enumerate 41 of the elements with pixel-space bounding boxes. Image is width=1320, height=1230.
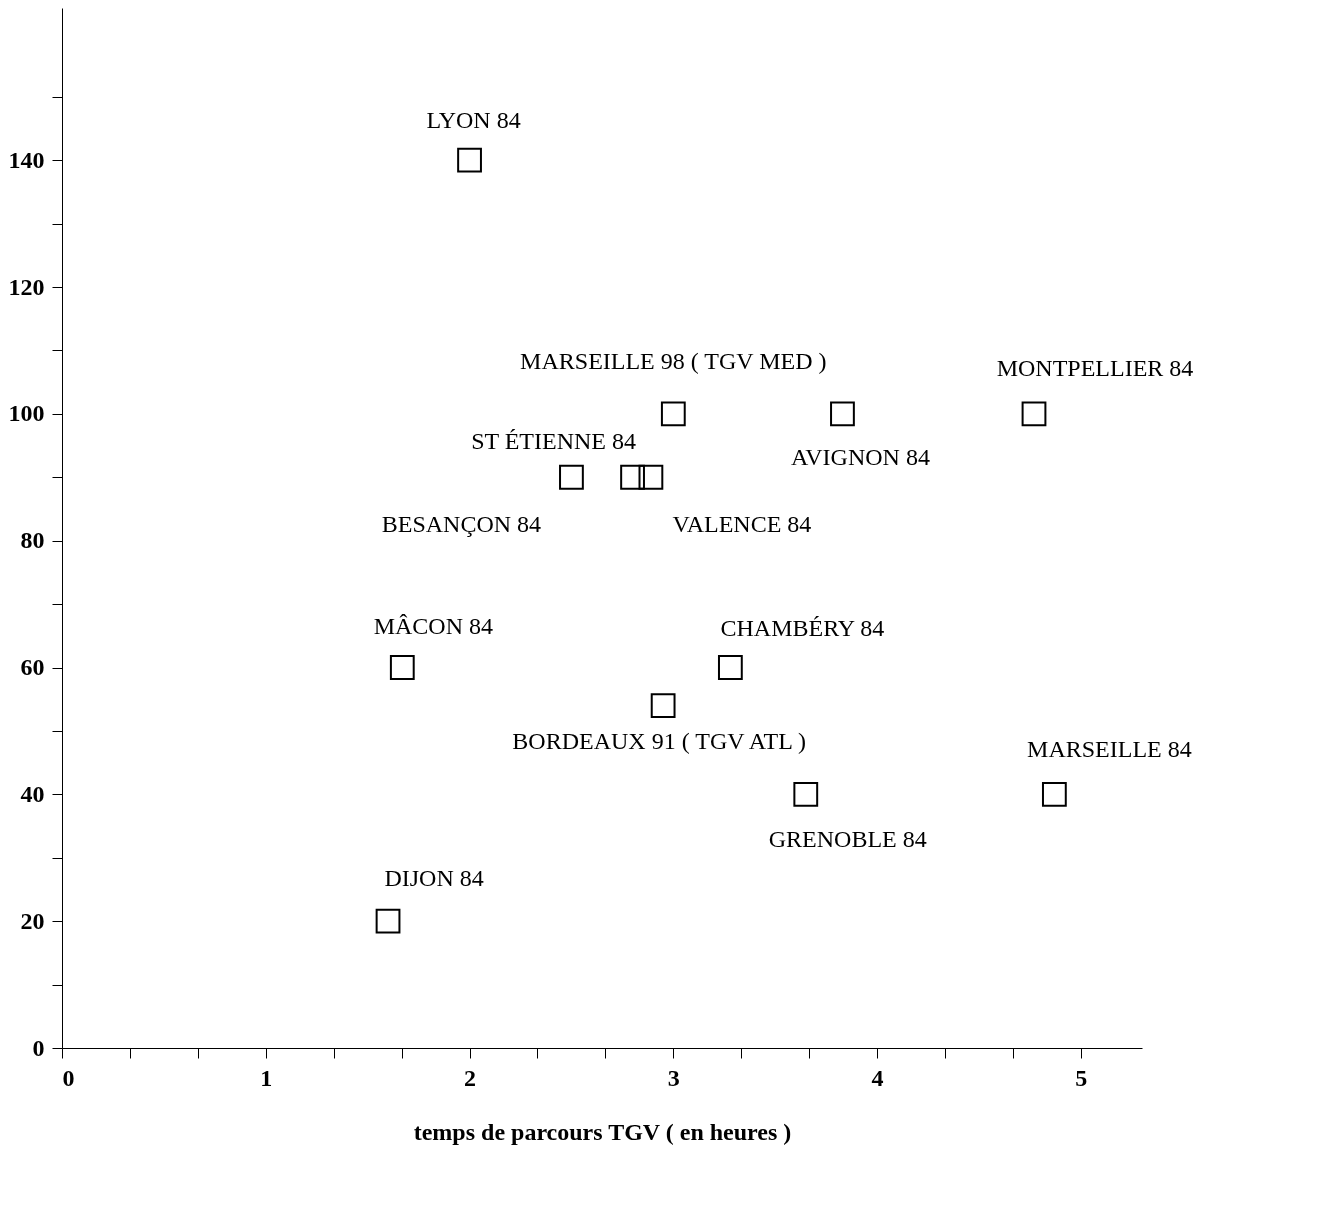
x-tick-label: 5	[1075, 1064, 1088, 1091]
x-tick-label: 2	[464, 1064, 477, 1091]
x-tick-label: 1	[260, 1064, 273, 1091]
annotation: LYON 84	[426, 107, 521, 134]
annotation: AVIGNON 84	[791, 443, 930, 470]
point	[620, 464, 645, 490]
point	[830, 401, 855, 427]
annotation: DIJON 84	[384, 865, 484, 892]
point	[559, 464, 584, 490]
annotation: MONTPELLIER 84	[996, 354, 1194, 381]
x-tick-label: 0	[62, 1064, 75, 1091]
y-tick-label: 0	[32, 1034, 45, 1061]
annotation: BORDEAUX 91 ( TGV ATL )	[512, 727, 806, 754]
y-tick-label: 20	[20, 907, 45, 934]
y-tick-label: 100	[8, 400, 45, 427]
point	[638, 464, 664, 490]
annotation: GRENOBLE 84	[768, 826, 927, 853]
annotation: VALENCE 84	[672, 511, 812, 538]
y-tick-label: 80	[20, 527, 45, 554]
point	[660, 401, 686, 427]
point	[793, 781, 819, 807]
annotation: MÂCON 84	[373, 612, 493, 639]
x-tick-label: 4	[871, 1064, 884, 1091]
x-tick-label: 3	[667, 1064, 680, 1091]
y-tick-label: 40	[20, 780, 45, 807]
point	[717, 655, 743, 680]
y-tick-label: 140	[8, 146, 45, 173]
point	[1041, 781, 1067, 807]
x-axis-title: temps de parcours TGV ( en heures )	[413, 1118, 792, 1145]
point	[650, 693, 676, 718]
annotation: MARSEILLE 98 ( TGV MED )	[520, 347, 827, 374]
y-tick-label: 120	[8, 273, 45, 300]
point	[457, 147, 482, 173]
point	[389, 655, 415, 680]
point	[1021, 401, 1047, 427]
annotation: BESANÇON 84	[381, 511, 542, 538]
annotation: CHAMBÉRY 84	[720, 614, 885, 641]
annotation: MARSEILLE 84	[1027, 736, 1192, 763]
point	[375, 908, 401, 934]
y-tick-label: 60	[20, 654, 45, 681]
annotation: ST ÉTIENNE 84	[471, 428, 636, 455]
